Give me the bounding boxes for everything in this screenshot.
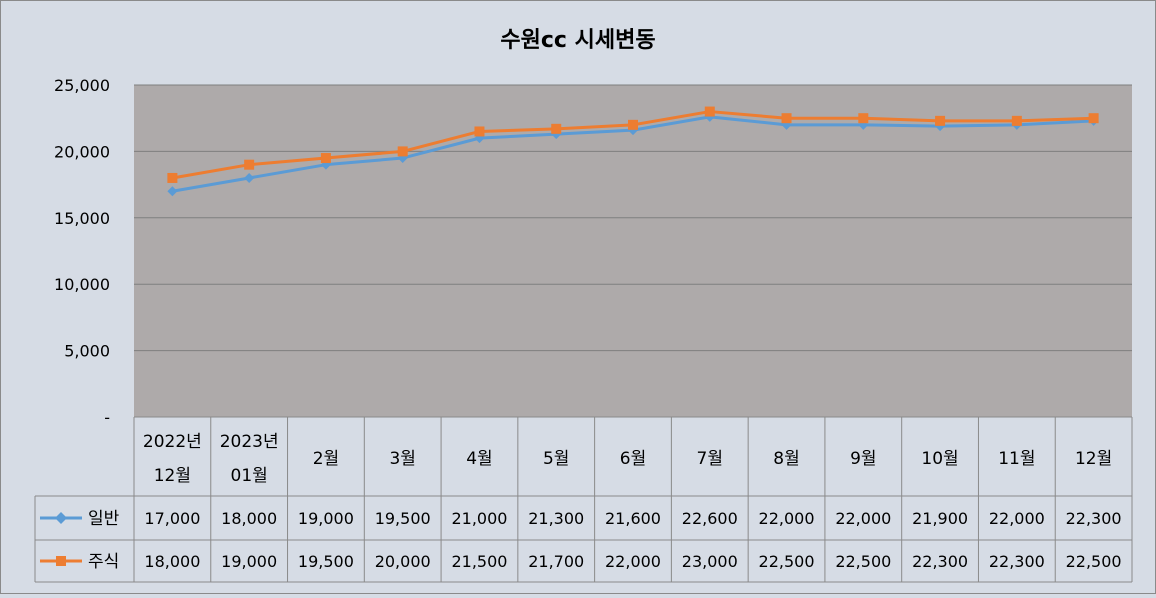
y-tick-label: 25,000 — [54, 76, 110, 95]
data-table-value: 22,500 — [1066, 552, 1122, 571]
data-table-value: 22,300 — [989, 552, 1045, 571]
data-table: 2022년 12월 2023년 01월 2월 3월 4월 5월 6월 7월 8월 9월 10월 11월 12… — [34, 416, 1133, 583]
data-table-value: 22,600 — [682, 509, 738, 528]
data-point — [1011, 115, 1022, 126]
data-table-value: 22,000 — [605, 552, 661, 571]
data-table-value: 21,300 — [528, 509, 584, 528]
data-table-value: 23,000 — [682, 552, 738, 571]
data-point — [474, 126, 485, 137]
data-table-value: 17,000 — [144, 509, 200, 528]
x-tick-label: 3월 — [389, 449, 415, 469]
x-tick-label: 7월 — [697, 449, 723, 469]
legend-label: 일반 — [88, 509, 120, 529]
data-table-value: 22,000 — [835, 509, 891, 528]
y-tick-label: 20,000 — [54, 142, 110, 161]
data-point — [167, 172, 178, 183]
data-table-value: 19,000 — [221, 552, 277, 571]
legend-key-marker — [55, 512, 67, 524]
data-table-value: 21,600 — [605, 509, 661, 528]
x-tick-label: 6월 — [620, 449, 646, 469]
data-point — [551, 123, 562, 134]
data-table-value: 22,000 — [759, 509, 815, 528]
y-tick-label: - — [104, 408, 110, 427]
data-point — [935, 115, 946, 126]
y-tick-label: 5,000 — [64, 342, 110, 361]
data-table-value: 19,000 — [298, 509, 354, 528]
plot-area — [134, 84, 1132, 417]
data-table-value: 20,000 — [375, 552, 431, 571]
series-group — [167, 106, 1099, 197]
data-table-value: 22,500 — [835, 552, 891, 571]
data-table-value: 22,000 — [989, 509, 1045, 528]
data-table-value: 21,700 — [528, 552, 584, 571]
data-table-value: 18,000 — [221, 509, 277, 528]
x-tick-label: 8월 — [773, 449, 799, 469]
x-tick-label: 01월 — [231, 466, 268, 486]
x-tick-label: 5월 — [543, 449, 569, 469]
data-point — [244, 172, 255, 183]
x-tick-label: 4월 — [466, 449, 492, 469]
data-table-value: 18,000 — [144, 552, 200, 571]
data-point — [628, 119, 638, 130]
data-point — [397, 146, 408, 157]
legend-key-marker — [56, 556, 66, 566]
legend-label: 주식 — [88, 552, 119, 572]
data-table-value: 21,000 — [451, 509, 507, 528]
data-point — [781, 113, 792, 124]
x-tick-label: 2월 — [313, 449, 339, 469]
data-table-value: 22,300 — [912, 552, 968, 571]
chart-title: 수원cc 시세변동 — [500, 28, 655, 53]
plot-background — [134, 85, 1132, 417]
data-point — [1088, 113, 1099, 124]
data-point — [244, 159, 255, 170]
data-point — [858, 113, 869, 124]
data-table-value: 21,900 — [912, 509, 968, 528]
data-table-value: 21,500 — [451, 552, 507, 571]
data-table-value: 22,300 — [1066, 509, 1122, 528]
x-tick-label: 10월 — [921, 449, 958, 469]
x-tick-label: 11월 — [998, 449, 1035, 469]
y-tick-label: 10,000 — [54, 275, 110, 294]
data-point — [704, 106, 715, 117]
x-tick-label: 2022년 — [143, 432, 202, 452]
y-axis: - 5,000 10,000 15,000 20,000 25,000 — [54, 76, 110, 427]
data-table-value: 22,500 — [759, 552, 815, 571]
x-tick-label: 12월 — [1075, 449, 1112, 469]
x-tick-label: 12월 — [154, 466, 191, 486]
x-tick-label: 9월 — [850, 449, 876, 469]
data-point — [320, 153, 331, 164]
y-tick-label: 15,000 — [54, 209, 110, 228]
x-tick-label: 2023년 — [220, 432, 279, 452]
data-table-value: 19,500 — [375, 509, 431, 528]
data-point — [167, 186, 178, 197]
data-table-value: 19,500 — [298, 552, 354, 571]
